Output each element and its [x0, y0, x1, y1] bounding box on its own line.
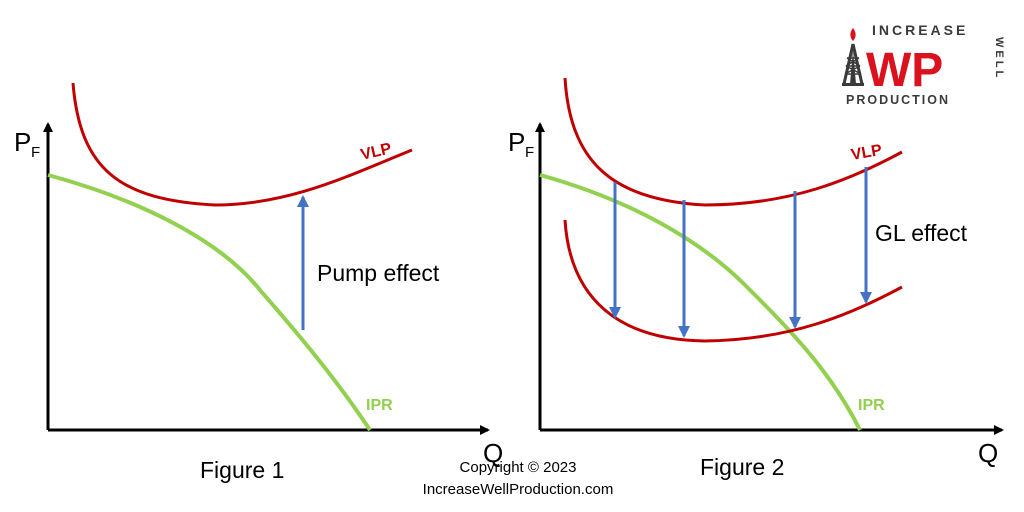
figure-2-ipr-label: IPR	[858, 397, 885, 414]
figure-1-vlp-curve	[71, 82, 413, 207]
figure-1-caption: Figure 1	[200, 457, 284, 483]
copyright-line-1: Copyright © 2023	[460, 459, 577, 476]
figure-2: P F Q VLP IPR GL effect Figure 2	[508, 77, 1004, 480]
figure-1-ipr-label: IPR	[366, 397, 393, 414]
figure-1-annotation: Pump effect	[317, 260, 440, 286]
figure-1-vlp-label: VLP	[359, 140, 393, 164]
logo-initials: WP	[866, 44, 943, 97]
figure-2-caption: Figure 2	[700, 454, 784, 480]
figure-2-annotation: GL effect	[875, 220, 968, 246]
figure-2-vlp-curve-lower	[563, 219, 903, 343]
logo-top-text: INCREASE	[872, 22, 968, 38]
figure-2-vlp-label: VLP	[850, 142, 884, 164]
figure-2-x-label: Q	[978, 438, 998, 468]
figure-1-y-label: P	[14, 127, 31, 157]
figure-1-x-label: Q	[483, 438, 503, 468]
figure-2-y-label: P	[508, 127, 525, 157]
figure-2-y-subscript: F	[525, 144, 534, 161]
copyright-line-2: IncreaseWellProduction.com	[423, 481, 614, 498]
logo-side-text: WELL	[993, 37, 1005, 80]
figure-1-y-subscript: F	[31, 144, 40, 161]
figure-2-ipr-curve	[539, 173, 862, 431]
logo: INCREASE WP WELL PRODUCTION	[842, 22, 1005, 107]
oil-derrick-icon	[842, 28, 864, 86]
logo-bottom-text: PRODUCTION	[846, 93, 950, 107]
figure-1: P F Q VLP IPR Pump effect Figure 1	[14, 82, 503, 483]
figure-1-ipr-curve	[47, 173, 372, 432]
figure-2-vlp-curve-upper	[563, 77, 903, 207]
